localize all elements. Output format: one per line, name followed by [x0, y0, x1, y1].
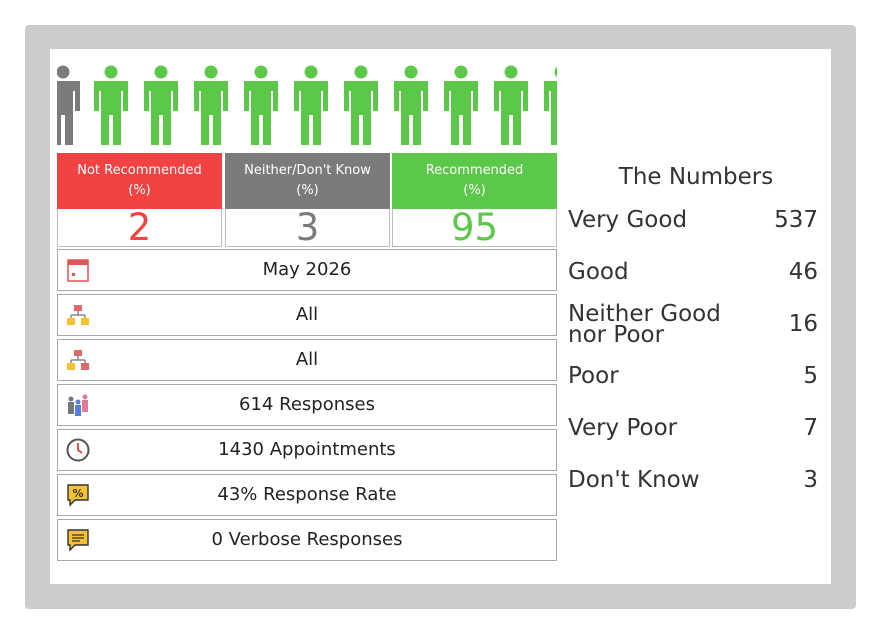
- org-chart-icon: [67, 305, 89, 325]
- people-strip: [57, 65, 557, 147]
- stat-label: Very Good: [568, 207, 688, 233]
- recommended-header: Recommended (%): [392, 153, 557, 209]
- neither-tile: Neither/Don't Know (%) 3: [225, 153, 390, 247]
- stat-label: Neither Good nor Poor: [568, 301, 721, 348]
- stat-value: 537: [774, 207, 818, 233]
- percent-chat-icon: %: [67, 484, 89, 507]
- verbose-row[interactable]: 0 Verbose Responses: [57, 519, 557, 561]
- period-row[interactable]: May 2026: [57, 249, 557, 291]
- recommended-unit: (%): [463, 183, 486, 198]
- calendar-icon: [67, 259, 89, 282]
- person-green-icon: [244, 65, 278, 145]
- period-text: May 2026: [262, 259, 352, 280]
- dashboard-panel: Not Recommended (%) 2 Neither/Don't Know…: [50, 49, 831, 584]
- person-grey-icon: [57, 65, 80, 145]
- stat-label: Poor: [568, 363, 619, 389]
- neither-value: 3: [225, 209, 390, 247]
- recommended-label: Recommended: [425, 163, 524, 178]
- stat-value: 3: [803, 467, 818, 493]
- responses-row[interactable]: 614 Responses: [57, 384, 557, 426]
- site-filter-row[interactable]: All: [57, 294, 557, 336]
- stat-value: 46: [788, 259, 818, 285]
- not-recommended-value: 2: [57, 209, 222, 247]
- not-recommended-header: Not Recommended (%): [57, 153, 222, 209]
- stat-label-line2: nor Poor: [568, 322, 665, 348]
- response-rate-row[interactable]: % 43% Response Rate: [57, 474, 557, 516]
- stat-label: Good: [568, 259, 629, 285]
- person-green-icon: [94, 65, 128, 145]
- person-green-icon: [194, 65, 228, 145]
- appointments-text: 1430 Appointments: [218, 439, 396, 460]
- stat-label: Very Poor: [568, 415, 678, 441]
- recommended-value: 95: [392, 209, 557, 247]
- stat-label: Don't Know: [568, 467, 700, 493]
- comment-icon: [67, 529, 89, 552]
- neither-label: Neither/Don't Know: [244, 163, 371, 178]
- stat-value: 7: [803, 415, 818, 441]
- stat-value: 16: [788, 311, 818, 337]
- site-filter-text: All: [295, 304, 319, 325]
- team-filter-row[interactable]: All: [57, 339, 557, 381]
- person-green-icon: [394, 65, 428, 145]
- neither-unit: (%): [296, 183, 319, 198]
- not-recommended-unit: (%): [128, 183, 151, 198]
- responses-text: 614 Responses: [239, 394, 375, 415]
- org-chart-alt-icon: [67, 350, 89, 370]
- team-filter-text: All: [295, 349, 319, 370]
- person-green-icon: [494, 65, 528, 145]
- clock-icon: [66, 438, 90, 462]
- recommended-tile: Recommended (%) 95: [392, 153, 557, 247]
- person-green-icon: [544, 66, 557, 145]
- person-green-icon: [344, 65, 378, 145]
- neither-header: Neither/Don't Know (%): [225, 153, 390, 209]
- stat-label-line1: Neither Good: [568, 301, 721, 327]
- person-green-icon: [144, 65, 178, 145]
- verbose-text: 0 Verbose Responses: [211, 529, 403, 550]
- response-rate-text: 43% Response Rate: [217, 484, 397, 505]
- person-green-icon: [444, 65, 478, 145]
- person-green-icon: [294, 65, 328, 145]
- not-recommended-label: Not Recommended: [77, 163, 202, 178]
- people-icon: [68, 394, 88, 416]
- svg-text:%: %: [72, 487, 83, 500]
- numbers-title: The Numbers: [618, 164, 774, 190]
- stat-value: 5: [803, 363, 818, 389]
- appointments-row[interactable]: 1430 Appointments: [57, 429, 557, 471]
- not-recommended-tile: Not Recommended (%) 2: [57, 153, 222, 247]
